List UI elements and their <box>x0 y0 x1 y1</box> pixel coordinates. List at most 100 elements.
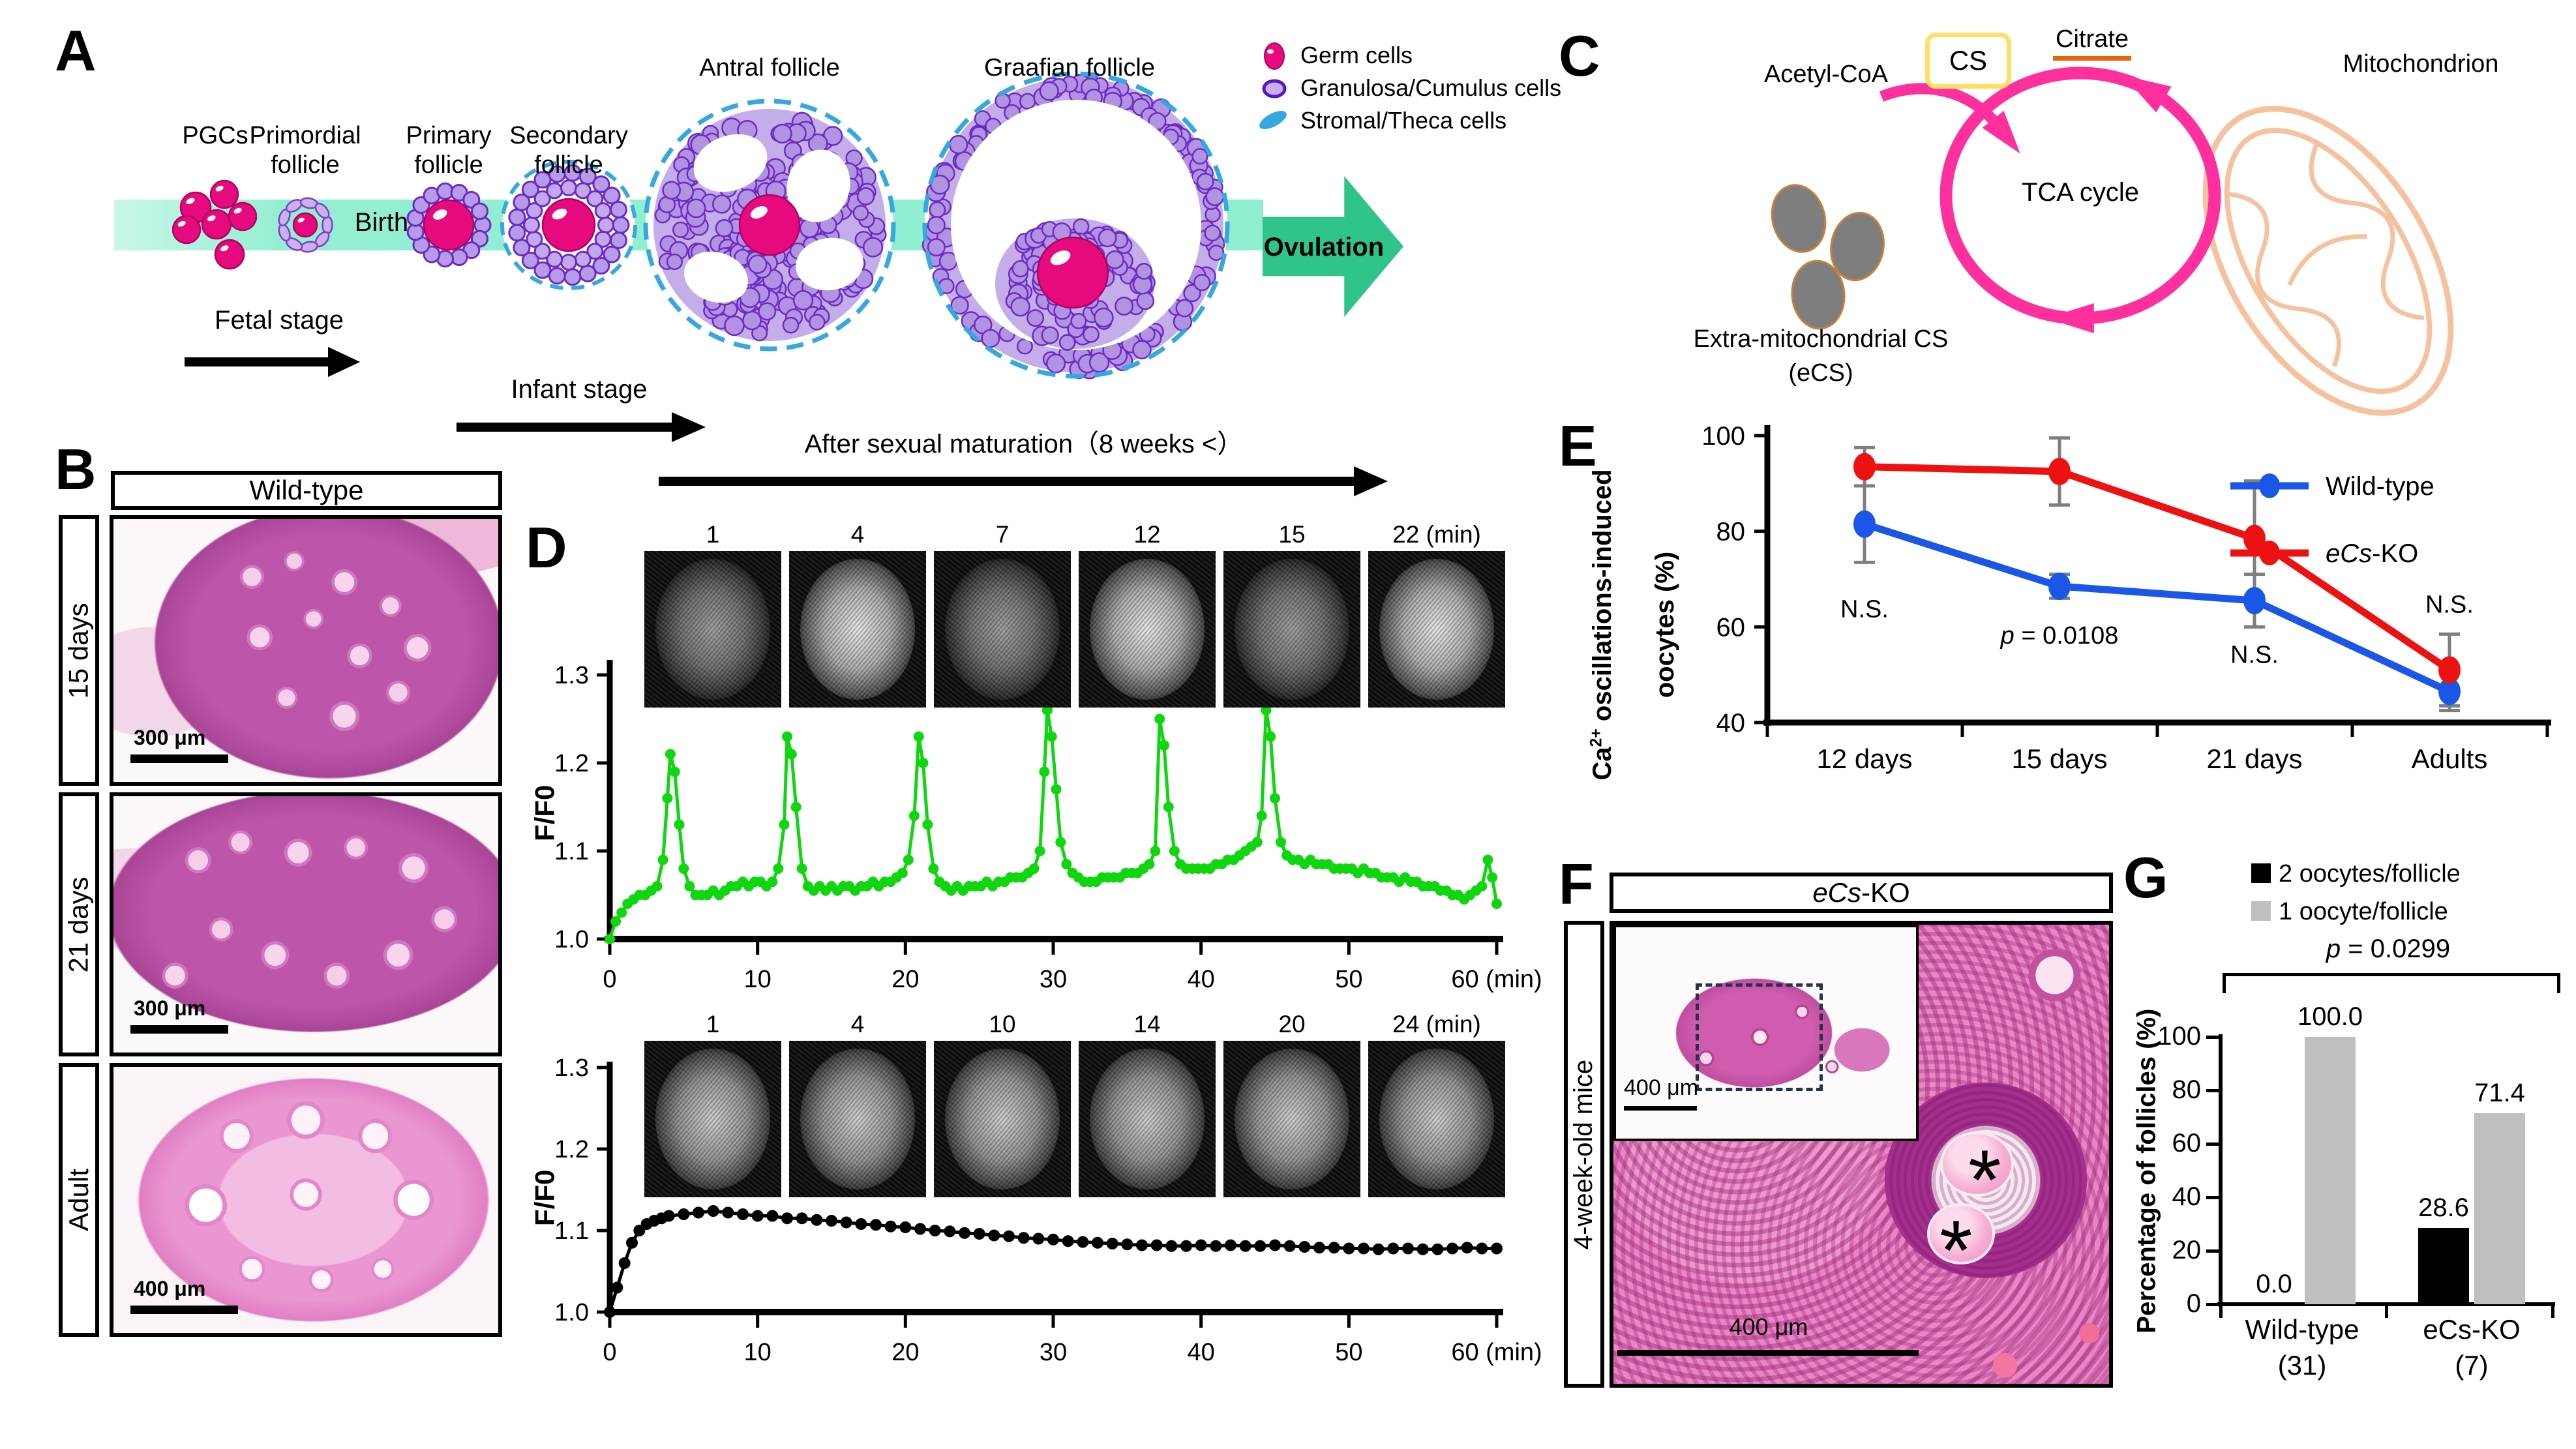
panel-b-histology-image <box>110 792 502 1056</box>
g-y-tick-label: 0 <box>2186 1289 2201 1318</box>
panel-b-scale-text: 300 μm <box>134 996 206 1020</box>
g-legend-1-oocyte: 1 oocyte/follicle <box>2279 898 2448 925</box>
svg-text:0: 0 <box>603 966 616 993</box>
svg-text:40: 40 <box>1188 966 1215 993</box>
panel-b-row-label-box: 21 days <box>59 792 99 1056</box>
svg-text:Adults: Adults <box>2412 743 2488 774</box>
d-frame-time-label: 10 <box>989 1011 1016 1038</box>
g-x-axis <box>2217 1302 2555 1306</box>
svg-text:N.S.: N.S. <box>1840 596 1889 623</box>
oocyte-image-frame <box>644 551 781 708</box>
svg-text:1.3: 1.3 <box>554 1054 589 1082</box>
g-bar-value-label: 28.6 <box>2418 1193 2469 1222</box>
g-x-tick <box>2219 1306 2223 1318</box>
g-x-tick <box>2385 1306 2388 1318</box>
panel-b-header-box: Wild-type <box>111 471 502 510</box>
svg-text:40: 40 <box>1188 1339 1215 1366</box>
svg-text:15 days: 15 days <box>2011 743 2107 774</box>
inset-scale-bar <box>1624 1106 1697 1111</box>
ecs-label-line1: Extra-mitochondrial CS <box>1693 325 1949 353</box>
birth-label: Birth <box>354 208 409 237</box>
panel-b-scale-bar <box>130 1306 238 1314</box>
e-ylabel-post: oscillations-induced <box>1588 469 1617 729</box>
svg-text:0: 0 <box>603 1339 616 1366</box>
citrate-label: Citrate <box>2053 25 2131 61</box>
svg-text:p = 0.0108: p = 0.0108 <box>2000 622 2119 650</box>
g-p-value: p = 0.0299 <box>2326 934 2451 963</box>
g-y-tick <box>2206 1196 2219 1199</box>
g-y-tick <box>2206 1036 2219 1039</box>
g-bar <box>2474 1113 2525 1304</box>
panel-b-histology-image <box>110 1063 502 1337</box>
svg-text:10: 10 <box>744 1339 771 1366</box>
mitochondrion-label: Mitochondrion <box>2343 50 2499 78</box>
f-scale-bar <box>1617 1350 1919 1356</box>
g-y-axis-label: Percentage of follicles (%) <box>2132 1008 2161 1334</box>
oocyte-image-frame <box>789 551 926 708</box>
stage-label-primary: Primary follicle <box>406 122 492 179</box>
g-legend-swatch-gray <box>2251 901 2271 921</box>
svg-text:1.1: 1.1 <box>554 838 589 865</box>
legend-granulosa-cells: Granulosa/Cumulus cells <box>1300 74 1562 101</box>
after-maturation-label: After sexual maturation（8 weeks <） <box>804 430 1244 458</box>
svg-text:80: 80 <box>1716 518 1746 546</box>
d-frame-time-label: 1 <box>706 1011 720 1038</box>
svg-text:50: 50 <box>1335 966 1362 993</box>
panel-b-row-label: Adult <box>63 1169 95 1231</box>
svg-text:20: 20 <box>891 1339 919 1366</box>
g-y-tick-label: 40 <box>2172 1182 2202 1211</box>
svg-text:1.0: 1.0 <box>554 926 589 953</box>
panel-b-row-label: 21 days <box>63 876 95 973</box>
svg-text:60 (min): 60 (min) <box>1451 1339 1542 1366</box>
oocyte-2 <box>1927 1203 1995 1264</box>
d-frame-time-label: 24 (min) <box>1392 1011 1481 1038</box>
d-frame-time-label: 22 (min) <box>1392 521 1481 548</box>
g-y-tick-label: 60 <box>2172 1129 2202 1158</box>
stage-label-antral: Antral follicle <box>699 54 840 82</box>
inset-region-box <box>1696 983 1823 1091</box>
oocyte-image-frame <box>789 1041 926 1197</box>
panel-a-label: A <box>55 18 97 83</box>
svg-text:50: 50 <box>1335 1339 1362 1366</box>
asterisk-1: * <box>1968 1132 2001 1227</box>
g-bar-value-label: 0.0 <box>2256 1270 2292 1298</box>
panel-c-label: C <box>1559 23 1600 88</box>
svg-text:20: 20 <box>891 966 919 993</box>
panel-b-row-label-box: 15 days <box>59 515 99 786</box>
oocyte-image-frame <box>1368 551 1505 708</box>
e-ylabel-sup: 2+ <box>1587 728 1606 747</box>
g-x-tick <box>2551 1306 2554 1318</box>
cs-label: CS <box>1949 45 1988 76</box>
d-bottom-y-axis-label: F/F0 <box>529 1169 560 1226</box>
g-bar <box>2418 1228 2469 1304</box>
legend-stromal-cells: Stromal/Theca cells <box>1300 107 1507 134</box>
panel-f-inset-image <box>1613 925 1919 1141</box>
cs-enzyme-box: CS <box>1925 33 2011 89</box>
tca-cycle-label: TCA cycle <box>2021 178 2140 207</box>
panel-b-histology-image <box>110 515 502 786</box>
d-frame-time-label: 4 <box>850 521 865 548</box>
svg-text:N.S.: N.S. <box>2230 641 2279 668</box>
stage-label-primordial: Primordial follicle <box>249 122 361 179</box>
developmental-timeline-band <box>114 200 1263 250</box>
ecs-label-line2: (eCS) <box>1788 359 1853 387</box>
d-frame-time-label: 14 <box>1133 1011 1161 1038</box>
panel-b-header: Wild-type <box>249 475 364 505</box>
svg-text:Wild-type: Wild-type <box>2326 472 2434 501</box>
panel-b-row-label: 15 days <box>63 602 95 699</box>
g-y-tick <box>2206 1249 2219 1253</box>
svg-text:1.2: 1.2 <box>554 1136 589 1163</box>
e-y-axis-label: Ca2+ oscillations-induced oocytes (%) <box>1555 429 1712 820</box>
svg-text:60: 60 <box>1716 613 1746 642</box>
panel-f-header-box: eCs-KO <box>1610 873 2113 913</box>
e-ylabel-ca: Ca <box>1588 747 1617 781</box>
e-ylabel-line2: oocytes (%) <box>1651 551 1679 698</box>
panel-f-side-box: 4-week-old mice <box>1564 921 1604 1388</box>
acetyl-coa-label: Acetyl-CoA <box>1763 61 1889 88</box>
oocyte-image-frame <box>1368 1041 1505 1197</box>
oocyte-1 <box>1940 1131 2014 1197</box>
panel-f-side-label: 4-week-old mice <box>1569 1059 1598 1249</box>
g-y-tick <box>2206 1089 2219 1092</box>
panel-g-label: G <box>2123 845 2168 910</box>
